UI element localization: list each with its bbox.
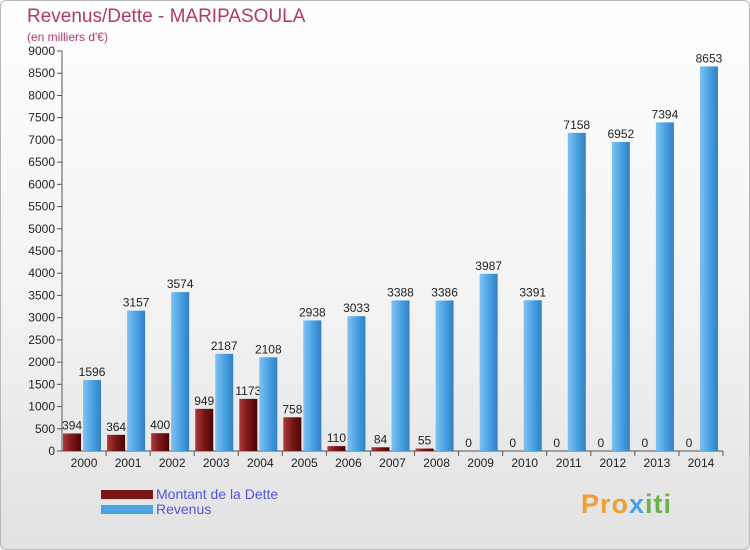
bar-revenus (523, 300, 542, 451)
y-tick-label: 8500 (28, 66, 55, 80)
data-label-revenus: 1596 (79, 365, 106, 379)
bar-revenus (215, 353, 234, 451)
data-label-dette: 110 (327, 431, 346, 445)
y-tick-label: 6000 (28, 177, 55, 191)
x-tick-label: 2007 (379, 456, 406, 470)
data-label-revenus: 7394 (652, 107, 679, 121)
data-label-dette: 0 (465, 436, 472, 450)
y-tick-label: 5000 (28, 222, 55, 236)
bar-dette (151, 433, 170, 451)
data-label-dette: 364 (106, 420, 126, 434)
x-tick-label: 2001 (115, 456, 142, 470)
bar-revenus (347, 316, 366, 451)
data-label-revenus: 2108 (255, 342, 282, 356)
data-label-dette: 0 (509, 436, 516, 450)
data-label-revenus: 6952 (607, 127, 634, 141)
data-label-dette: 758 (282, 402, 302, 416)
data-label-revenus: 3157 (123, 296, 150, 310)
bar-revenus (611, 142, 630, 451)
legend-swatch-revenus (101, 505, 153, 514)
x-tick-label: 2004 (247, 456, 274, 470)
y-tick-label: 7500 (28, 111, 55, 125)
data-label-dette: 400 (150, 418, 170, 432)
y-tick-label: 8000 (28, 88, 55, 102)
y-tick-label: 5500 (28, 200, 55, 214)
bar-revenus (171, 292, 190, 451)
y-tick-label: 0 (48, 444, 55, 458)
y-tick-label: 6500 (28, 155, 55, 169)
x-tick-label: 2003 (203, 456, 230, 470)
y-tick-label: 3500 (28, 288, 55, 302)
bar-revenus (655, 122, 674, 451)
data-label-dette: 394 (62, 418, 82, 432)
bar-dette (63, 433, 82, 451)
data-label-revenus: 7158 (563, 118, 590, 132)
bar-revenus (699, 66, 718, 451)
x-tick-label: 2013 (644, 456, 671, 470)
data-label-dette: 949 (194, 394, 214, 408)
chart-title: Revenus/Dette - MARIPASOULA (27, 6, 306, 27)
chart-subtitle: (en milliers d'€) (27, 30, 108, 44)
data-label-revenus: 8653 (696, 51, 723, 65)
y-tick-label: 1500 (28, 377, 55, 391)
bar-revenus (391, 300, 410, 451)
x-tick-label: 2000 (71, 456, 98, 470)
x-tick-label: 2005 (291, 456, 318, 470)
bar-dette (371, 447, 390, 451)
data-label-revenus: 3388 (387, 285, 414, 299)
data-label-revenus: 2187 (211, 339, 238, 353)
legend-label-revenus: Revenus (156, 501, 212, 517)
legend-swatch-dette (101, 490, 153, 499)
bar-revenus (83, 380, 102, 451)
data-label-revenus: 3033 (343, 301, 370, 315)
x-tick-label: 2008 (423, 456, 450, 470)
bar-dette (327, 446, 346, 451)
y-tick-label: 500 (35, 422, 55, 436)
data-label-revenus: 3386 (431, 286, 458, 300)
y-tick-label: 7000 (28, 133, 55, 147)
y-tick-label: 1000 (28, 400, 55, 414)
bar-revenus (479, 273, 498, 451)
data-label-revenus: 3987 (475, 259, 502, 273)
bar-dette (283, 417, 302, 451)
data-label-revenus: 2938 (299, 305, 326, 319)
data-label-dette: 1173 (235, 384, 261, 398)
y-tick-label: 2500 (28, 333, 55, 347)
x-tick-label: 2012 (599, 456, 626, 470)
x-tick-label: 2010 (511, 456, 538, 470)
y-tick-label: 4000 (28, 266, 55, 280)
bar-revenus (567, 132, 586, 451)
bar-dette (415, 448, 434, 451)
proxiti-logo: Proxiti (581, 489, 673, 519)
data-label-dette: 55 (418, 434, 432, 448)
x-tick-label: 2002 (159, 456, 186, 470)
bar-dette (107, 434, 126, 451)
bar-dette (239, 398, 258, 451)
x-tick-label: 2006 (335, 456, 362, 470)
bar-revenus (303, 320, 322, 451)
x-tick-label: 2009 (467, 456, 494, 470)
data-label-dette: 84 (374, 432, 388, 446)
data-label-dette: 0 (686, 436, 693, 450)
data-label-revenus: 3574 (167, 277, 194, 291)
data-label-dette: 0 (642, 436, 649, 450)
y-tick-label: 2000 (28, 355, 55, 369)
x-tick-label: 2011 (556, 456, 582, 470)
data-label-revenus: 3391 (519, 285, 546, 299)
y-tick-label: 3000 (28, 311, 55, 325)
bar-revenus (435, 300, 454, 451)
data-label-dette: 0 (553, 436, 560, 450)
legend-label-dette: Montant de la Dette (156, 486, 279, 502)
bar-revenus (127, 310, 146, 451)
bar-revenus (259, 357, 278, 451)
y-tick-label: 4500 (28, 244, 55, 258)
y-tick-label: 9000 (28, 44, 55, 58)
data-label-dette: 0 (597, 436, 604, 450)
bar-dette (195, 408, 214, 451)
x-tick-label: 2014 (688, 456, 715, 470)
